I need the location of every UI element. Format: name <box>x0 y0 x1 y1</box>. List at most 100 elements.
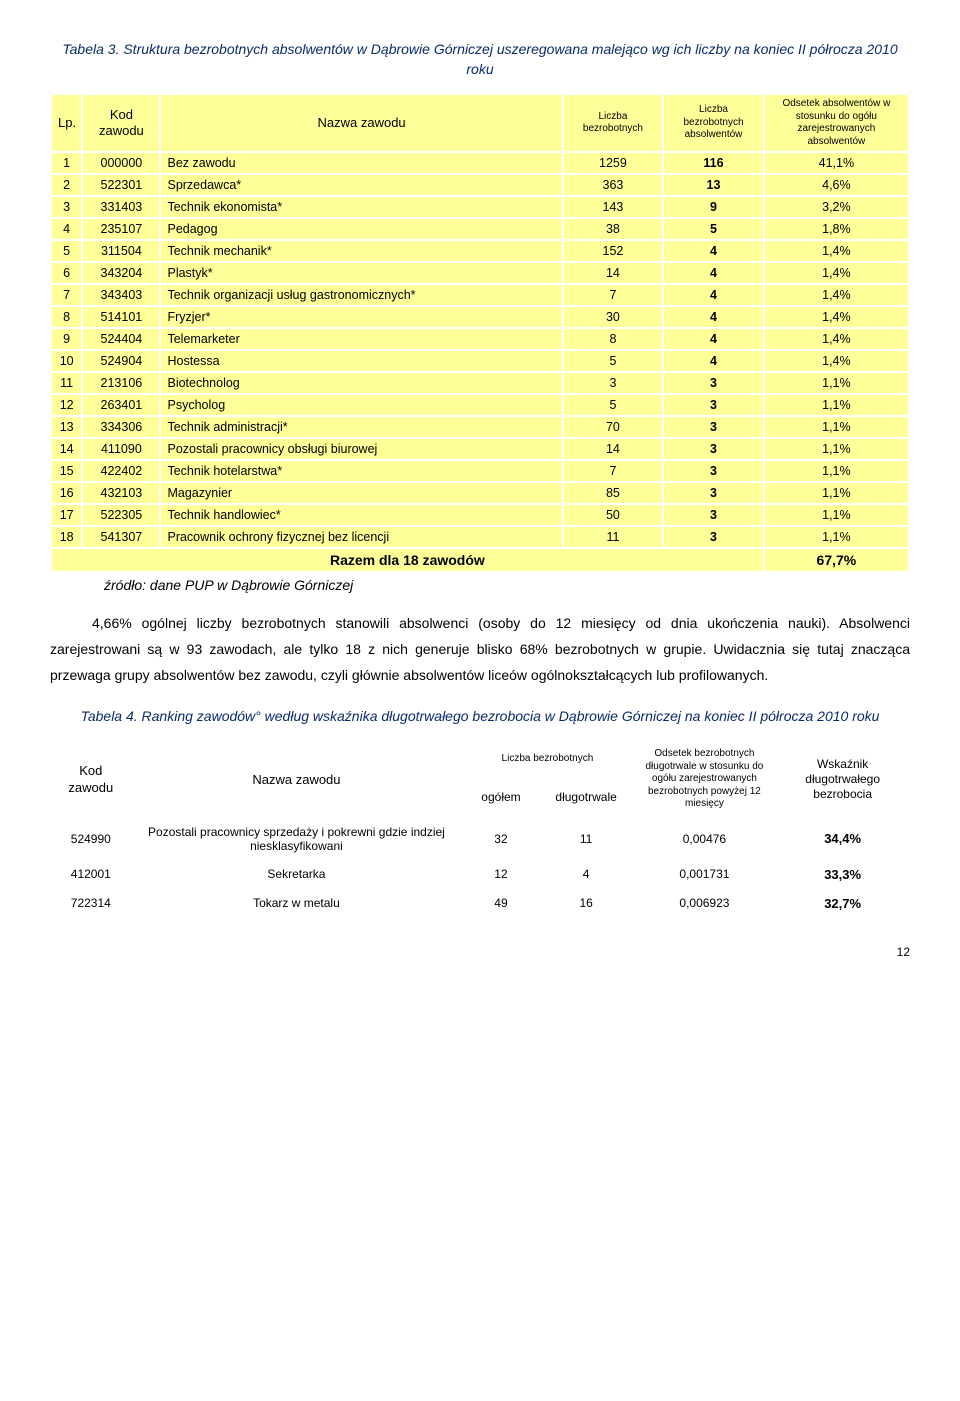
table1-title: Tabela 3. Struktura bezrobotnych absolwe… <box>50 40 910 79</box>
table-row: 3331403Technik ekonomista*14393,2% <box>51 196 909 218</box>
cell-lp: 3 <box>51 196 82 218</box>
cell-dl: 4 <box>540 860 633 889</box>
table-row: 524990Pozostali pracownicy sprzedaży i p… <box>51 818 909 860</box>
cell-ods: 1,1% <box>764 504 909 526</box>
th2-nazwa: Nazwa zawodu <box>131 741 463 818</box>
cell-lba: 116 <box>663 152 764 174</box>
th-lp: Lp. <box>51 94 82 152</box>
cell-lp: 11 <box>51 372 82 394</box>
table1-header-row: Lp. Kod zawodu Nazwa zawodu Liczba bezro… <box>51 94 909 152</box>
cell-ods: 1,4% <box>764 240 909 262</box>
cell-ods: 1,1% <box>764 394 909 416</box>
cell-ods: 0,001731 <box>633 860 777 889</box>
cell-nazwa: Sprzedawca* <box>160 174 562 196</box>
th2-liczba-bez: Liczba bezrobotnych <box>462 741 632 778</box>
cell-wsk: 34,4% <box>776 818 909 860</box>
th-kod: Kod zawodu <box>82 94 160 152</box>
cell-lb: 11 <box>563 526 664 548</box>
cell-kod: 000000 <box>82 152 160 174</box>
th2-odsetek: Odsetek bezrobotnych długotrwale w stosu… <box>633 741 777 818</box>
cell-lba: 13 <box>663 174 764 196</box>
cell-lba: 4 <box>663 306 764 328</box>
cell-ods: 0,00476 <box>633 818 777 860</box>
th-liczba-bez-abs: Liczba bezrobotnych absolwentów <box>663 94 764 152</box>
page-number: 12 <box>50 945 910 959</box>
cell-lb: 14 <box>563 262 664 284</box>
cell-lp: 17 <box>51 504 82 526</box>
table-row: 722314Tokarz w metalu49160,00692332,7% <box>51 889 909 918</box>
cell-lba: 4 <box>663 262 764 284</box>
cell-nazwa: Pedagog <box>160 218 562 240</box>
cell-lp: 2 <box>51 174 82 196</box>
cell-nazwa: Fryzjer* <box>160 306 562 328</box>
cell-lp: 16 <box>51 482 82 504</box>
table-row: 7343403Technik organizacji usług gastron… <box>51 284 909 306</box>
table2-title: Tabela 4. Ranking zawodów° według wskaźn… <box>50 707 910 727</box>
cell-lp: 14 <box>51 438 82 460</box>
cell-nazwa: Pracownik ochrony fizycznej bez licencji <box>160 526 562 548</box>
cell-lb: 5 <box>563 394 664 416</box>
cell-nazwa: Sekretarka <box>131 860 463 889</box>
cell-lba: 3 <box>663 482 764 504</box>
table2-header-row1: Kod zawodu Nazwa zawodu Liczba bezrobotn… <box>51 741 909 778</box>
body-paragraph: 4,66% ogólnej liczby bezrobotnych stanow… <box>50 611 910 689</box>
cell-lba: 3 <box>663 460 764 482</box>
cell-ods: 1,4% <box>764 262 909 284</box>
cell-lba: 3 <box>663 504 764 526</box>
cell-lba: 5 <box>663 218 764 240</box>
table-row: 1000000Bez zawodu125911641,1% <box>51 152 909 174</box>
cell-ods: 1,4% <box>764 328 909 350</box>
th2-ogolem: ogółem <box>462 778 539 818</box>
cell-lba: 4 <box>663 328 764 350</box>
cell-lba: 3 <box>663 394 764 416</box>
cell-ods: 0,006923 <box>633 889 777 918</box>
cell-dl: 11 <box>540 818 633 860</box>
cell-og: 49 <box>462 889 539 918</box>
table-row: 16432103Magazynier8531,1% <box>51 482 909 504</box>
cell-lb: 7 <box>563 460 664 482</box>
cell-lb: 5 <box>563 350 664 372</box>
cell-kod: 411090 <box>82 438 160 460</box>
cell-nazwa: Tokarz w metalu <box>131 889 463 918</box>
cell-nazwa: Pozostali pracownicy sprzedaży i pokrewn… <box>131 818 463 860</box>
cell-nazwa: Bez zawodu <box>160 152 562 174</box>
cell-ods: 1,4% <box>764 306 909 328</box>
cell-lb: 14 <box>563 438 664 460</box>
cell-kod: 331403 <box>82 196 160 218</box>
cell-lba: 4 <box>663 284 764 306</box>
cell-nazwa: Technik organizacji usług gastronomiczny… <box>160 284 562 306</box>
table-row: 15422402Technik hotelarstwa*731,1% <box>51 460 909 482</box>
cell-kod: 311504 <box>82 240 160 262</box>
cell-lp: 7 <box>51 284 82 306</box>
cell-lb: 50 <box>563 504 664 526</box>
th2-wsk: Wskaźnik długotrwałego bezrobocia <box>776 741 909 818</box>
cell-ods: 1,1% <box>764 460 909 482</box>
cell-lb: 152 <box>563 240 664 262</box>
cell-nazwa: Pozostali pracownicy obsługi biurowej <box>160 438 562 460</box>
table-row: 9524404Telemarketer841,4% <box>51 328 909 350</box>
cell-kod: 334306 <box>82 416 160 438</box>
cell-lp: 13 <box>51 416 82 438</box>
table1-total-row: Razem dla 18 zawodów 67,7% <box>51 548 909 572</box>
cell-kod: 722314 <box>51 889 131 918</box>
th-odsetek: Odsetek absolwentów w stosunku do ogółu … <box>764 94 909 152</box>
table-row: 18541307Pracownik ochrony fizycznej bez … <box>51 526 909 548</box>
cell-lba: 9 <box>663 196 764 218</box>
total-label: Razem dla 18 zawodów <box>51 548 764 572</box>
cell-ods: 1,4% <box>764 284 909 306</box>
cell-lb: 85 <box>563 482 664 504</box>
cell-kod: 522305 <box>82 504 160 526</box>
cell-kod: 524404 <box>82 328 160 350</box>
cell-ods: 1,8% <box>764 218 909 240</box>
cell-lp: 10 <box>51 350 82 372</box>
table-row: 13334306Technik administracji*7031,1% <box>51 416 909 438</box>
cell-lb: 38 <box>563 218 664 240</box>
cell-lb: 363 <box>563 174 664 196</box>
cell-ods: 1,1% <box>764 416 909 438</box>
cell-nazwa: Biotechnolog <box>160 372 562 394</box>
table1: Lp. Kod zawodu Nazwa zawodu Liczba bezro… <box>50 93 910 573</box>
cell-ods: 1,1% <box>764 482 909 504</box>
cell-kod: 524904 <box>82 350 160 372</box>
cell-lba: 3 <box>663 372 764 394</box>
cell-nazwa: Technik ekonomista* <box>160 196 562 218</box>
